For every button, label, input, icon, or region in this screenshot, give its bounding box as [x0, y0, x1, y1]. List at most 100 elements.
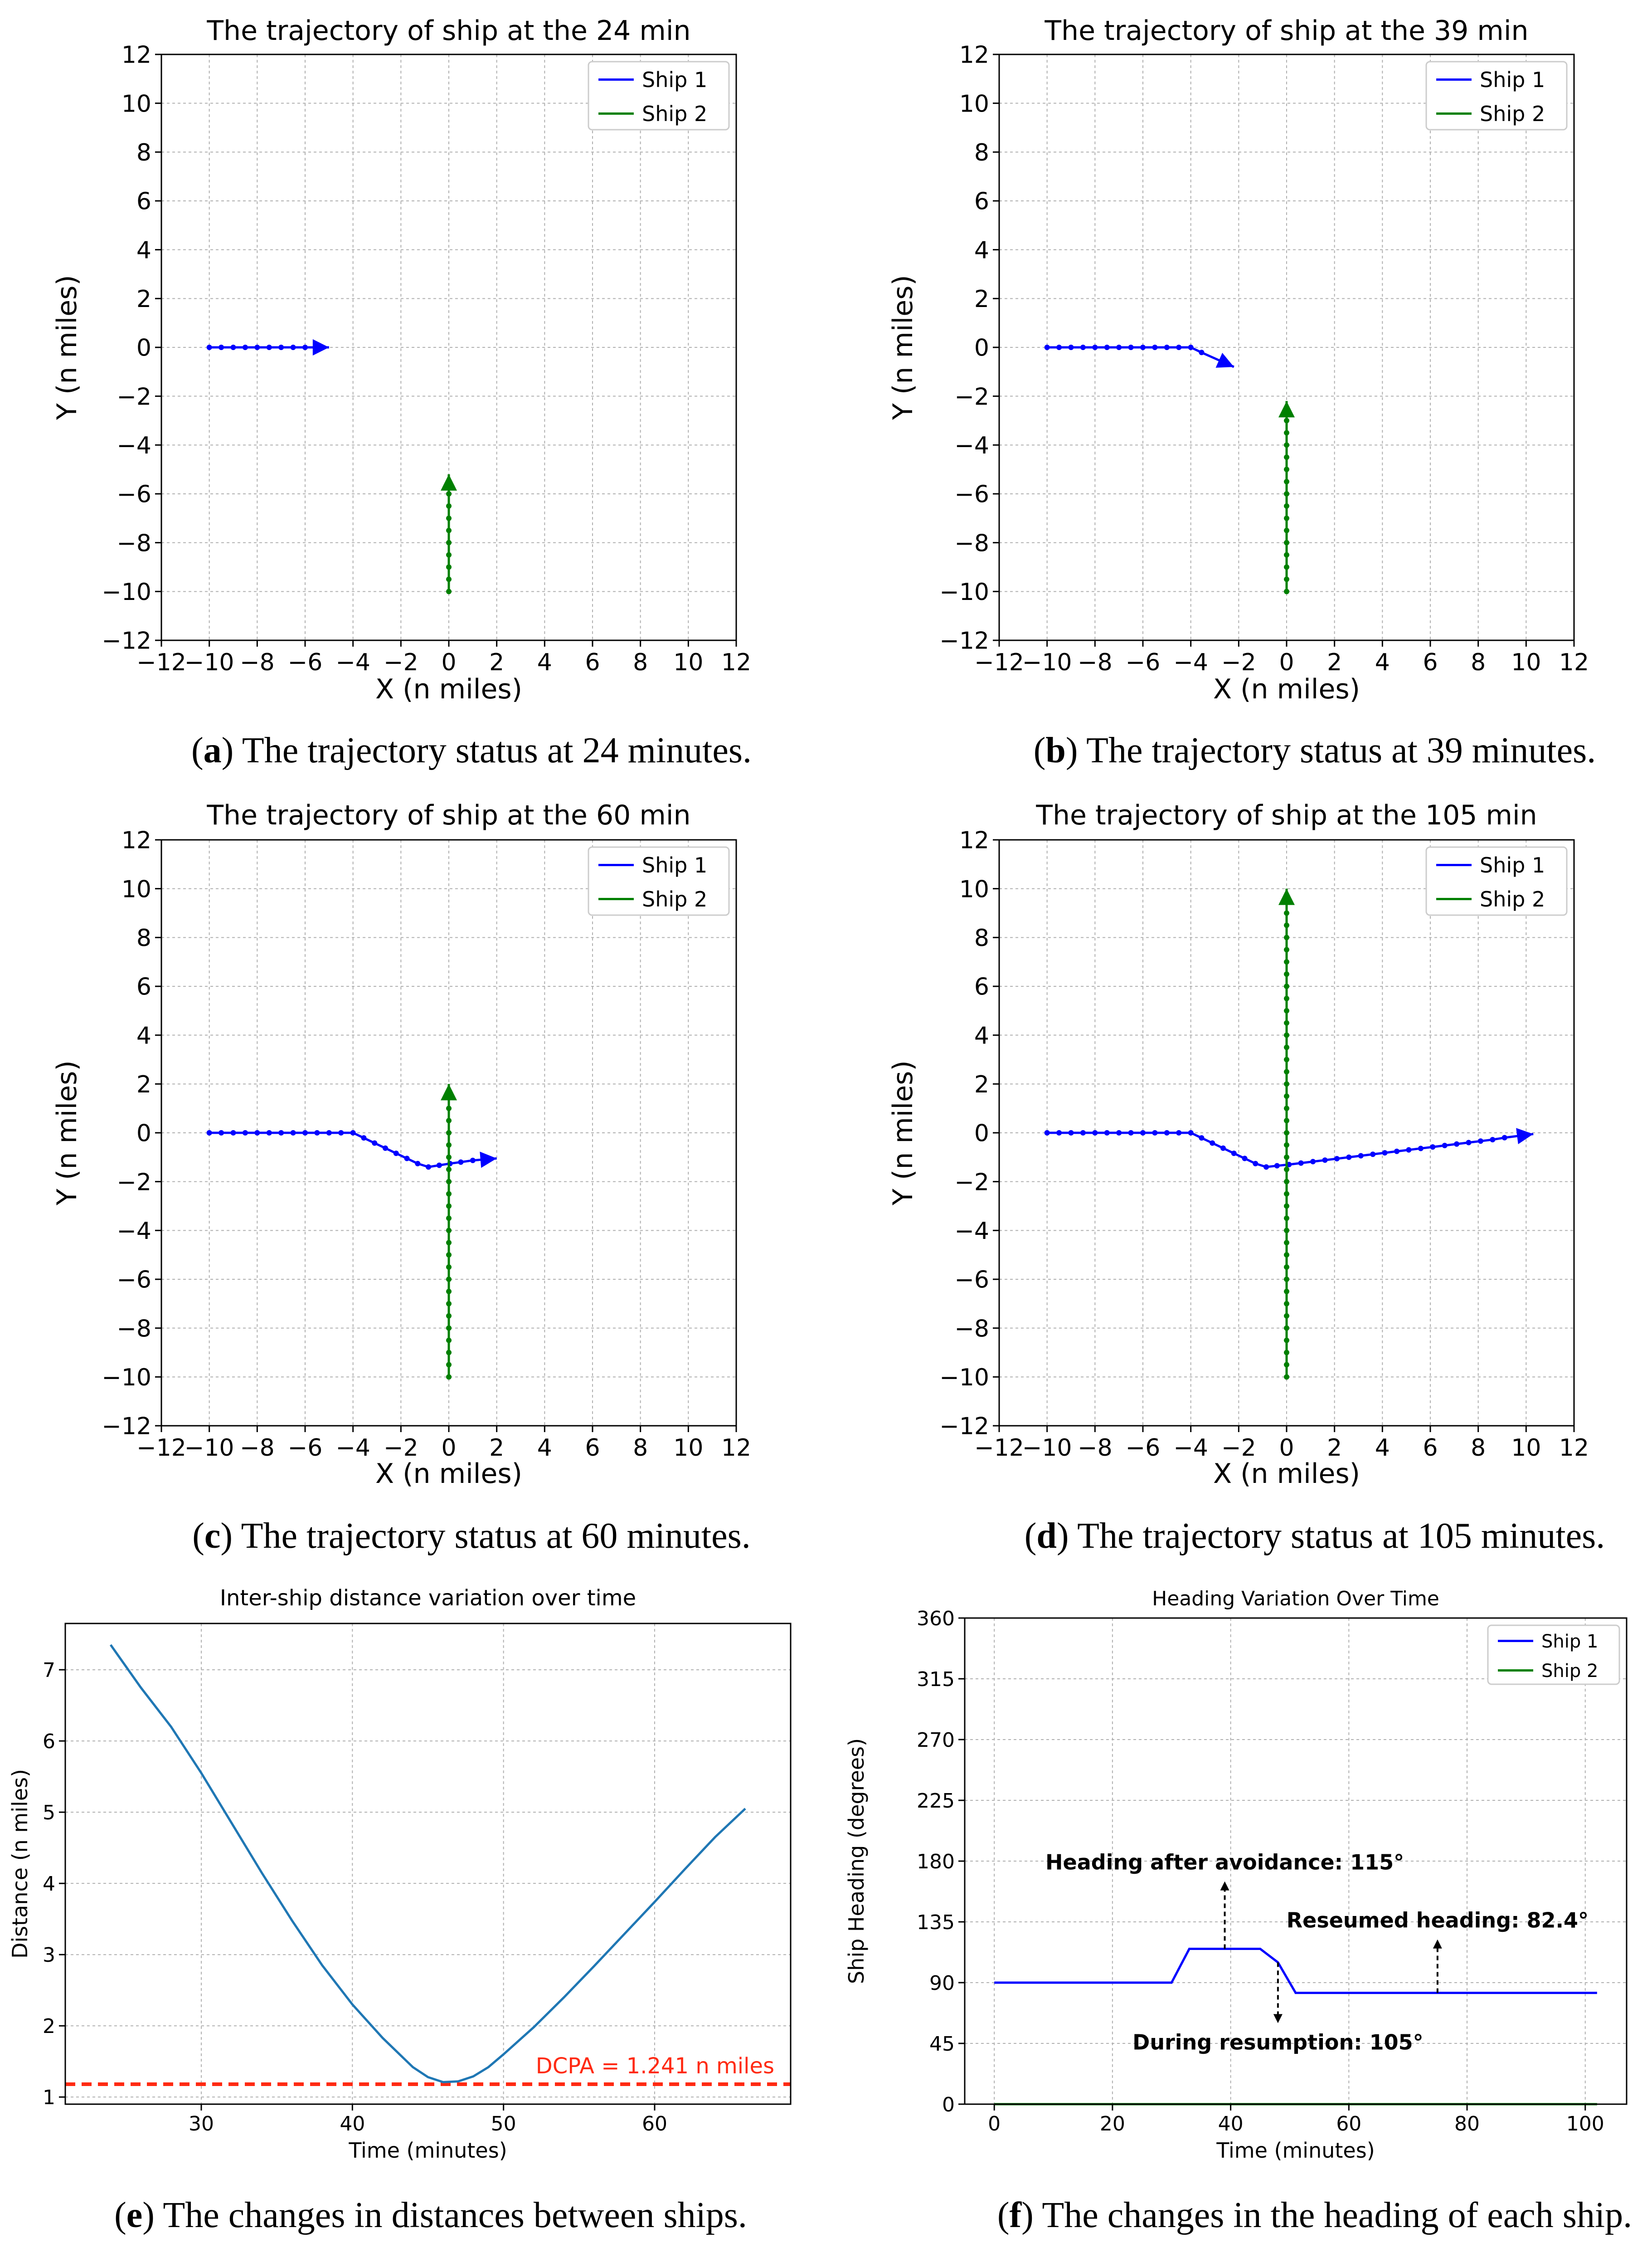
y-tick-label: 10 — [121, 876, 151, 903]
series-point-2 — [446, 1130, 452, 1136]
y-tick-label: 8 — [136, 139, 151, 166]
series-point-1 — [1358, 1153, 1364, 1159]
caption-e: (e) The changes in distances between shi… — [23, 2195, 839, 2236]
series-point-1 — [1152, 1130, 1158, 1136]
y-tick-label: −4 — [117, 1218, 151, 1245]
series-point-1 — [1068, 345, 1074, 350]
series-point-2 — [446, 1288, 452, 1294]
y-axis-label: Distance (n miles) — [8, 1769, 32, 1959]
y-tick-label: 8 — [974, 139, 989, 166]
series-point-1 — [1092, 1130, 1098, 1136]
y-tick-label: 270 — [917, 1729, 955, 1752]
series-point-1 — [1104, 345, 1110, 350]
y-tick-label: 7 — [43, 1659, 55, 1682]
series-point-1 — [382, 1145, 388, 1151]
y-tick-label: −8 — [954, 1315, 989, 1342]
y-tick-label: 360 — [917, 1607, 955, 1630]
series-point-1 — [1188, 1130, 1194, 1136]
y-tick-label: 4 — [136, 1022, 151, 1049]
series-point-2 — [1284, 527, 1289, 533]
series-point-2 — [446, 491, 452, 497]
y-tick-label: 315 — [917, 1668, 955, 1691]
series-line-1 — [994, 1948, 1597, 1994]
series-point-1 — [1044, 345, 1050, 350]
x-tick-label: 2 — [1327, 1434, 1342, 1462]
series-point-2 — [1284, 1301, 1289, 1306]
caption-letter: b — [1045, 731, 1066, 770]
series-point-2 — [1284, 1215, 1289, 1221]
legend-label-1: Ship 1 — [642, 68, 707, 92]
series-point-2 — [1284, 442, 1289, 448]
series-point-1 — [1152, 345, 1158, 350]
series-point-2 — [446, 1350, 452, 1355]
chart-title: Inter-ship distance variation over time — [220, 1585, 636, 1611]
y-tick-label: 0 — [974, 335, 989, 362]
series-point-1 — [404, 1155, 410, 1161]
panel-a: −12−10 −8 −6 −4 −2 0 2 4 6 8 10 12−12−10−8−6−4−2024… — [51, 15, 751, 705]
x-tick-label: −6 — [288, 649, 323, 676]
legend-label-1: Ship 1 — [642, 853, 707, 877]
caption-open-paren: ( — [997, 2195, 1010, 2235]
y-tick-label: 5 — [43, 1801, 55, 1824]
y-tick-label: 2 — [974, 286, 989, 313]
series-point-2 — [1284, 1337, 1289, 1343]
series-point-1 — [1298, 1160, 1304, 1166]
y-tick-label: 2 — [974, 1071, 989, 1098]
series-point-2 — [1284, 540, 1289, 546]
series-point-1 — [1274, 1163, 1280, 1169]
series-point-1 — [1346, 1154, 1352, 1160]
series-point-2 — [1284, 1069, 1289, 1075]
x-tick-label: 40 — [1218, 2112, 1244, 2135]
legend-label-2: Ship 2 — [1541, 1661, 1598, 1682]
series-point-2 — [446, 1337, 452, 1343]
caption-text: ) The changes in the heading of each shi… — [1021, 2195, 1633, 2235]
x-tick-label: −12 — [974, 1434, 1024, 1462]
series-point-2 — [1284, 1313, 1289, 1319]
caption-f: (f) The changes in the heading of each s… — [907, 2195, 1652, 2236]
y-tick-label: 90 — [929, 1972, 955, 1995]
y-tick-label: 4 — [974, 237, 989, 264]
y-axis-label: Ship Heading (degrees) — [844, 1738, 869, 1984]
series-point-1 — [1092, 345, 1098, 350]
x-tick-label: −12 — [136, 649, 186, 676]
x-tick-label: 2 — [1327, 649, 1342, 676]
x-tick-label: −4 — [1173, 1434, 1208, 1462]
x-tick-label: 30 — [189, 2112, 214, 2135]
x-tick-label: 50 — [491, 2112, 516, 2135]
series-point-1 — [1322, 1157, 1328, 1163]
series-point-2 — [446, 1252, 452, 1258]
series-point-2 — [446, 589, 452, 595]
ship-arrow-1 — [312, 339, 329, 356]
y-tick-label: 4 — [43, 1872, 55, 1896]
panel-d: −12−10 −8 −6 −4 −2 0 2 4 6 8 10 12−12−10−8−6−4−2024… — [887, 799, 1589, 1490]
y-axis-label: Y (n miles) — [887, 275, 919, 420]
caption-text: ) The changes in distances between ships… — [142, 2195, 747, 2235]
series-point-1 — [1056, 1130, 1062, 1136]
y-tick-label: 12 — [959, 42, 989, 69]
series-point-1 — [415, 1160, 421, 1166]
x-tick-label: −4 — [335, 649, 370, 676]
series-point-1 — [361, 1135, 367, 1141]
y-tick-label: −12 — [102, 1413, 151, 1440]
series-point-1 — [1490, 1137, 1496, 1143]
x-tick-label: −10 — [1022, 649, 1072, 676]
ship-arrow-1 — [1215, 352, 1234, 368]
series-point-1 — [1370, 1151, 1376, 1157]
series-line-1 — [1047, 346, 1234, 368]
series-point-2 — [446, 1301, 452, 1306]
y-tick-label: 0 — [136, 1120, 151, 1147]
series-point-1 — [458, 1159, 464, 1165]
x-tick-label: 0 — [1279, 1434, 1294, 1462]
series-point-2 — [446, 1374, 452, 1380]
series-point-2 — [1284, 1008, 1289, 1014]
y-tick-label: 12 — [959, 827, 989, 854]
x-tick-label: 12 — [721, 649, 751, 676]
series-point-2 — [446, 1118, 452, 1124]
x-tick-label: −12 — [136, 1434, 186, 1462]
x-tick-label: −10 — [185, 649, 234, 676]
annotation-arrowhead — [1220, 1881, 1229, 1891]
x-tick-label: −2 — [384, 1434, 418, 1462]
x-tick-label: 100 — [1566, 2112, 1604, 2135]
series-point-2 — [1284, 1057, 1289, 1063]
series-point-2 — [446, 527, 452, 533]
